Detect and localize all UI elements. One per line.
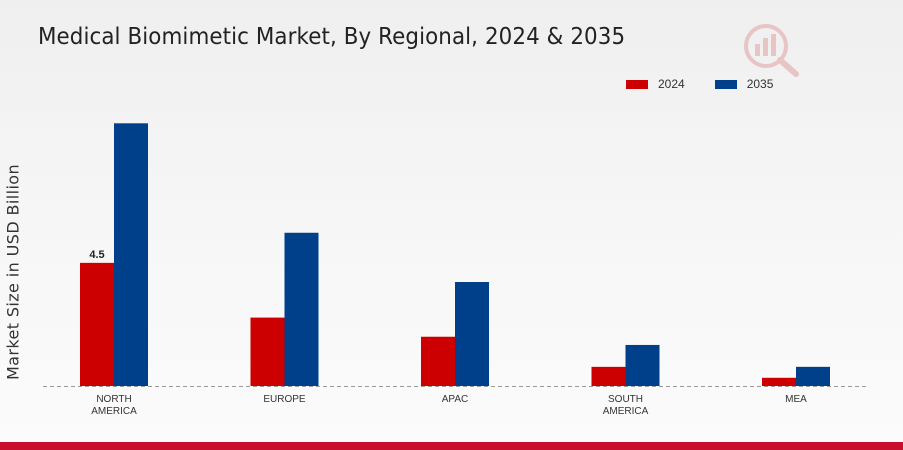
x-tick-label-europe: EUROPE [263,394,306,405]
legend-item-2035: 2035 [714,77,774,91]
data-label-2024-0: 4.5 [89,249,104,261]
bar-2035-europe [284,232,319,386]
bar-2035-south-america [625,344,660,386]
bar-2024-europe [250,317,285,386]
x-tick-label-north-america: NORTH AMERICA [91,394,137,417]
legend-item-2024: 2024 [626,77,685,91]
legend-label-2035: 2035 [746,77,774,91]
x-tick-label-south-america: SOUTH AMERICA [603,394,649,417]
bar-2024-mea [762,377,796,386]
bar-2024-south-america [591,366,626,386]
bar-2035-mea [796,366,830,386]
logo-watermark-icon [744,24,799,77]
chart-title: Medical Biomimetic Market, By Regional, … [38,24,626,50]
legend-label-2024: 2024 [658,77,685,91]
x-tick-label-mea: MEA [785,394,807,405]
bar-2035-north-america [114,123,148,387]
bar-2024-apac [421,336,455,386]
bottom-accent-bar [0,442,903,450]
bar-2035-apac [455,282,489,386]
legend-swatch-2024 [626,79,648,89]
legend-swatch-2035 [714,79,737,89]
bar-2024-north-america [80,262,114,386]
x-tick-label-apac: APAC [442,394,469,405]
legend: 2024 2035 [626,77,803,91]
